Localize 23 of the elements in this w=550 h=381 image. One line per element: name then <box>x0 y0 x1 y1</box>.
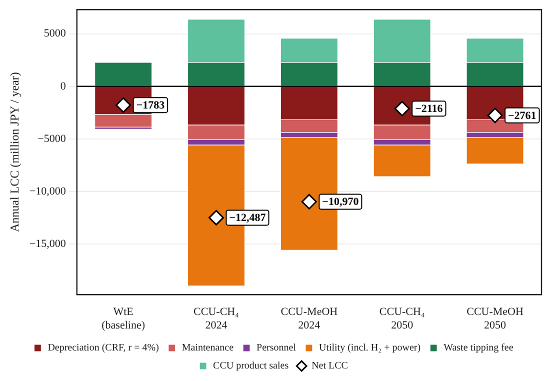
y-tick-label: 5000 <box>44 28 66 40</box>
legend-label: CCU product sales <box>213 360 289 372</box>
legend-label: Personnel <box>256 342 296 354</box>
x-tick-label: CCU-CH₄ 2024 <box>194 306 240 332</box>
data-label: −12,487 <box>229 212 266 224</box>
data-label: −1783 <box>136 99 166 112</box>
x-tick-label: CCU-CH₄ 2050 <box>379 306 425 332</box>
x-tick-label: CCU-MeOH 2050 <box>466 306 524 332</box>
legend-label: Waste tipping fee <box>444 342 514 354</box>
legend-label: Depreciation (CRF, r = 4%) <box>48 342 159 354</box>
legend-label: Utility (incl. H₂ + power) <box>318 342 421 354</box>
y-tick-label: −10,000 <box>29 185 66 198</box>
data-label: −2761 <box>508 110 536 122</box>
y-tick-label: 0 <box>60 80 66 92</box>
legend-label: Net LCC <box>312 360 348 372</box>
y-tick-label: −5000 <box>38 132 66 145</box>
data-label: −10,970 <box>322 196 360 208</box>
legend-label: Maintenance <box>182 342 234 354</box>
x-tick-label: WtE (baseline) <box>102 306 146 332</box>
y-axis-title: Annual LCC (million JPY / year) <box>7 72 22 232</box>
x-tick-label: CCU-MeOH 2024 <box>280 306 338 332</box>
data-label: −2116 <box>415 102 444 115</box>
y-tick-label: −15,000 <box>29 238 66 250</box>
